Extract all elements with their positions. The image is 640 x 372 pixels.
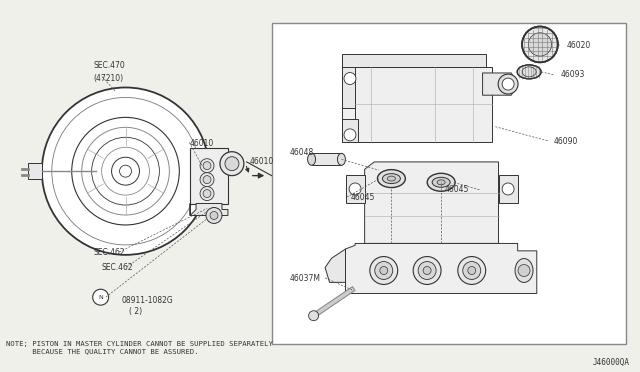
- Text: 46045: 46045: [444, 185, 468, 194]
- Circle shape: [418, 262, 436, 279]
- Circle shape: [502, 183, 514, 195]
- Circle shape: [518, 264, 530, 276]
- Text: SEC.462: SEC.462: [101, 263, 133, 272]
- Circle shape: [203, 190, 211, 198]
- Circle shape: [225, 157, 239, 171]
- Text: SEC.462: SEC.462: [93, 248, 125, 257]
- Circle shape: [210, 212, 218, 219]
- Circle shape: [423, 266, 431, 275]
- Text: SEC.470: SEC.470: [93, 61, 125, 70]
- Circle shape: [200, 187, 214, 201]
- Circle shape: [468, 266, 476, 275]
- Circle shape: [522, 26, 558, 62]
- Polygon shape: [499, 175, 518, 203]
- Text: 46090: 46090: [554, 137, 579, 146]
- Circle shape: [463, 262, 481, 279]
- Circle shape: [200, 173, 214, 187]
- Ellipse shape: [337, 153, 346, 165]
- Ellipse shape: [387, 176, 396, 181]
- Text: 46037M: 46037M: [289, 274, 321, 283]
- Text: J46000QA: J46000QA: [592, 357, 629, 366]
- Polygon shape: [312, 153, 341, 165]
- Circle shape: [206, 208, 222, 224]
- Text: ( 2): ( 2): [129, 307, 142, 316]
- Polygon shape: [342, 62, 358, 108]
- Circle shape: [370, 257, 397, 285]
- Polygon shape: [325, 249, 346, 282]
- Polygon shape: [346, 243, 537, 294]
- Text: 46045: 46045: [351, 193, 375, 202]
- Circle shape: [220, 152, 244, 176]
- Polygon shape: [190, 203, 228, 215]
- Polygon shape: [365, 162, 499, 243]
- Bar: [272, 23, 626, 343]
- Ellipse shape: [502, 78, 514, 90]
- Text: 46010: 46010: [250, 157, 274, 166]
- Ellipse shape: [515, 259, 533, 282]
- Polygon shape: [483, 73, 518, 95]
- Circle shape: [528, 33, 552, 56]
- Text: NOTE; PISTON IN MASTER CYLINDER CANNOT BE SUPPLIED SEPARATELY
      BECAUSE THE : NOTE; PISTON IN MASTER CYLINDER CANNOT B…: [6, 341, 273, 354]
- Bar: [28, 163, 42, 179]
- Text: N: N: [99, 295, 103, 300]
- Circle shape: [200, 159, 214, 173]
- Text: 46020: 46020: [567, 41, 591, 50]
- Polygon shape: [342, 64, 483, 142]
- Ellipse shape: [432, 177, 450, 187]
- Ellipse shape: [383, 174, 401, 183]
- Ellipse shape: [437, 180, 445, 185]
- Ellipse shape: [308, 153, 316, 165]
- Circle shape: [413, 257, 441, 285]
- Ellipse shape: [498, 74, 518, 94]
- Polygon shape: [346, 175, 365, 203]
- Polygon shape: [342, 119, 358, 141]
- Polygon shape: [342, 54, 486, 67]
- Circle shape: [349, 183, 361, 195]
- Text: 46093: 46093: [561, 70, 585, 79]
- Circle shape: [203, 162, 211, 170]
- Bar: [190, 148, 228, 203]
- Ellipse shape: [427, 173, 455, 191]
- Ellipse shape: [378, 170, 405, 187]
- Text: 46010: 46010: [189, 139, 214, 148]
- Circle shape: [375, 262, 393, 279]
- Circle shape: [344, 73, 356, 84]
- Ellipse shape: [517, 65, 541, 79]
- Text: 46048: 46048: [289, 148, 314, 157]
- Circle shape: [380, 266, 388, 275]
- Circle shape: [344, 129, 356, 141]
- Circle shape: [203, 176, 211, 184]
- Circle shape: [42, 87, 209, 255]
- Text: (47210): (47210): [93, 74, 124, 83]
- Circle shape: [93, 289, 109, 305]
- Polygon shape: [355, 67, 492, 141]
- Circle shape: [458, 257, 486, 285]
- Text: 08911-1082G: 08911-1082G: [121, 296, 173, 305]
- Circle shape: [308, 311, 319, 321]
